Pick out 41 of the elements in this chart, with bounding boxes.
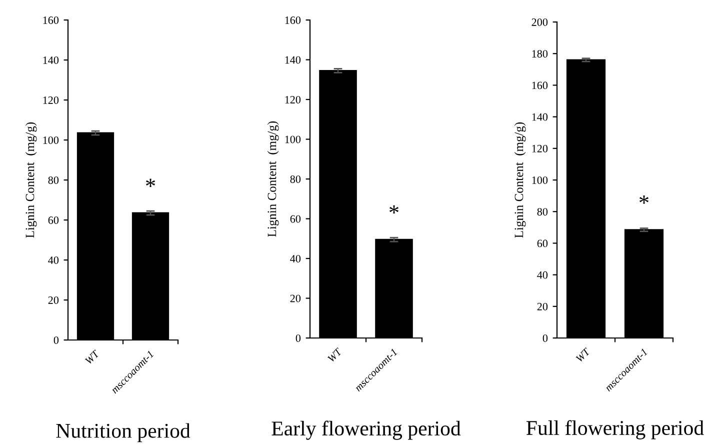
y-tick-label: 20 [290, 294, 301, 302]
y-tick-label: 60 [537, 240, 548, 248]
y-tick-label: 40 [290, 254, 301, 262]
y-axis-title: Lignin Content (mg/g) [267, 121, 279, 237]
text: Nutrition period [56, 423, 190, 442]
annotation: * [640, 196, 648, 204]
x-tick-label: WT [84, 349, 100, 365]
annotation: * [146, 178, 155, 187]
y-tick-label: 140 [532, 113, 548, 121]
y-tick-label: 80 [48, 176, 59, 184]
y-tick-label: 0 [542, 334, 548, 342]
y-tick-label: 120 [285, 96, 301, 104]
y-tick-label: 200 [532, 18, 548, 26]
y-tick-label: 80 [290, 175, 301, 183]
y-tick-label: 40 [537, 271, 548, 279]
y-tick-label: 60 [290, 215, 301, 223]
y-tick-label: 100 [532, 176, 548, 184]
y-tick-label: 160 [532, 82, 548, 90]
text: Early flowering period [272, 420, 461, 440]
y-tick-label: 100 [43, 136, 59, 144]
y-tick-label: 140 [43, 56, 59, 64]
y-tick-label: 60 [48, 216, 59, 224]
y-tick-label: 40 [48, 256, 59, 264]
y-tick-label: 0 [296, 334, 301, 342]
y-tick-label: 20 [48, 296, 59, 304]
text: Full flowering period [526, 420, 704, 440]
y-tick-label: 100 [285, 136, 301, 144]
y-tick-label: 120 [532, 144, 548, 152]
y-axis-title: Lignin Content (mg/g) [514, 122, 526, 238]
x-tick-label: WT [327, 347, 343, 363]
x-tick-label: WT [576, 347, 591, 362]
y-tick-label: 140 [285, 56, 301, 64]
y-tick-label: 160 [43, 16, 59, 24]
annotation: * [390, 205, 398, 214]
y-axis-title: Lignin Content (mg/g) [25, 122, 37, 238]
y-tick-label: 0 [54, 336, 59, 344]
y-tick-label: 120 [43, 96, 59, 104]
y-tick-label: 20 [537, 302, 548, 310]
y-tick-label: 180 [532, 50, 548, 58]
y-tick-label: 160 [285, 16, 301, 24]
y-tick-label: 80 [537, 208, 548, 216]
